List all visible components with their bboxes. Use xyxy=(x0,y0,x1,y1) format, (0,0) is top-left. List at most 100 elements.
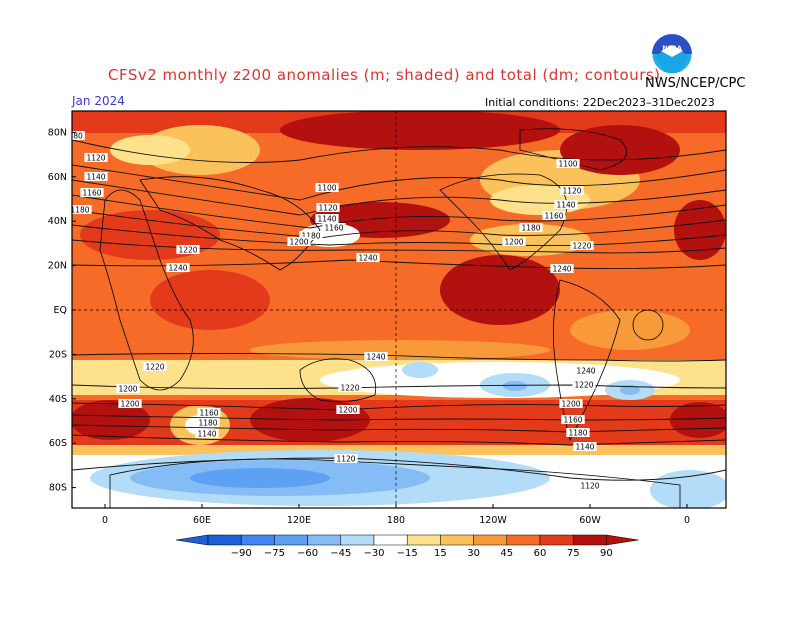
contour-1220-s xyxy=(72,384,726,390)
shade-ring-core-2 xyxy=(72,400,150,440)
contour-label-box-13 xyxy=(560,186,584,195)
contour-label-box-7 xyxy=(322,223,346,232)
contour-label-11: 1240 xyxy=(168,264,187,273)
latitude-labels: 80N 60N 40N 20N EQ 20S 40S 60S 80S xyxy=(48,127,76,494)
shade-blue-3-core xyxy=(620,385,640,395)
contour-label-box-33 xyxy=(566,428,590,437)
contour-label-22: 1220 xyxy=(145,363,164,372)
contour-label-33: 1180 xyxy=(568,429,587,438)
contour-label-box-39 xyxy=(561,415,585,424)
contour-label-37: 1200 xyxy=(338,406,357,415)
colorbar-swatch-1 xyxy=(240,534,275,546)
contour-label-31: 1200 xyxy=(561,400,580,409)
colorbar-tick-9: 60 xyxy=(534,548,547,559)
colorbar-tick-5: −15 xyxy=(397,548,418,559)
contour-label-39: 1160 xyxy=(563,416,582,425)
colorbar-tick-3: −45 xyxy=(330,548,351,559)
contour-label-box-22 xyxy=(143,362,167,371)
colorbar-tick-6: 15 xyxy=(434,548,447,559)
colorbar-high-arrow xyxy=(606,534,639,546)
shade-ring-core-3 xyxy=(670,402,726,438)
shade-arctic-core xyxy=(280,111,560,150)
lon-label-1: 60E xyxy=(193,515,211,526)
contour-1160 xyxy=(72,194,726,229)
contour-label-4: 1100 xyxy=(317,184,336,193)
contour-label-28: 1140 xyxy=(197,430,216,439)
contour-label-box-28 xyxy=(195,429,219,438)
shade-antarctic-blue-3 xyxy=(190,468,330,488)
contour-label-35: 1120 xyxy=(580,482,599,491)
contour-label-13: 1120 xyxy=(562,187,581,196)
contour-label-27: 1160 xyxy=(199,409,218,418)
colorbar-swatch-8 xyxy=(473,534,508,546)
contour-1200 xyxy=(72,224,726,247)
colorbar-swatch-9 xyxy=(506,534,541,546)
colorbar-swatch-2 xyxy=(274,534,308,546)
contour-1160-s xyxy=(72,424,726,433)
colorbar-swatch-3 xyxy=(307,534,342,546)
contour-label-1: 1140 xyxy=(86,173,105,182)
contour-label-6: 1140 xyxy=(317,215,336,224)
contour-label-box-2 xyxy=(80,188,104,197)
contour-label-box-15 xyxy=(542,211,566,220)
shade-antarctic-blue-4 xyxy=(650,470,726,508)
contour-1240-s xyxy=(72,353,726,362)
contour-1120-s xyxy=(72,457,726,481)
contour-label-24: 1220 xyxy=(340,384,359,393)
coast-australia xyxy=(299,358,377,403)
contour-1100 xyxy=(72,139,726,163)
colorbar-swatch-11 xyxy=(572,534,607,546)
shade-eatlantic xyxy=(674,200,726,260)
lat-label-6: 40S xyxy=(49,394,67,405)
contour-1140 xyxy=(72,179,726,216)
contour-label-29: 1120 xyxy=(336,455,355,464)
contour-label-box-11 xyxy=(166,263,190,272)
contour-label-8: 1180 xyxy=(301,232,320,241)
shade-usa xyxy=(470,224,590,256)
contour-label-box-35 xyxy=(578,481,602,490)
contour-label-18: 1220 xyxy=(572,242,591,251)
contour-label-20: 1240 xyxy=(358,254,377,263)
contour-label-0: 1120 xyxy=(86,154,105,163)
contour-label-21: 1240 xyxy=(366,353,385,362)
contour-label-32: 1180 xyxy=(198,419,217,428)
grid-lines xyxy=(72,111,726,508)
lat-label-7: 60S xyxy=(49,438,67,449)
contour-label-10: 1220 xyxy=(178,246,197,255)
contour-label-box-5 xyxy=(316,203,340,212)
shade-indian xyxy=(150,270,270,330)
lon-label-4: 120W xyxy=(479,515,507,526)
colorbar-swatch-10 xyxy=(539,534,574,546)
contour-label-box-25 xyxy=(118,399,142,408)
contour-label-3: 1180 xyxy=(70,206,89,215)
colorbar-swatch-0 xyxy=(207,534,242,546)
contour-label-box-19 xyxy=(550,264,574,273)
contour-label-box-34 xyxy=(573,442,597,451)
contour-label-34: 1140 xyxy=(575,443,594,452)
contour-label-box-31 xyxy=(559,399,583,408)
contour-label-box-37 xyxy=(336,405,360,414)
contour-label-7: 1160 xyxy=(324,224,343,233)
agency-label: NWS/NCEP/CPC xyxy=(645,76,746,91)
contour-label-box-12 xyxy=(556,159,580,168)
contour-label-box-6 xyxy=(315,214,339,223)
shade-spacific-edge xyxy=(250,340,550,360)
coast-northamerica xyxy=(439,173,568,271)
colorbar-swatch-5 xyxy=(373,534,408,546)
chart-title: CFSv2 monthly z200 anomalies (m; shaded)… xyxy=(108,66,661,84)
contour-1140-s xyxy=(72,434,726,446)
contour-1200-s xyxy=(72,402,726,411)
shade-epacific xyxy=(440,255,560,325)
contour-1180 xyxy=(72,209,726,239)
lat-label-3: 20N xyxy=(48,261,67,272)
contour-label-box-18 xyxy=(570,241,594,250)
colorbar-tick-4: −30 xyxy=(363,548,384,559)
colorbar-swatch-4 xyxy=(340,534,375,546)
contour-label-box-23 xyxy=(116,384,140,393)
contour-label-36: 1240 xyxy=(576,367,595,376)
contour-label-15: 1160 xyxy=(544,212,563,221)
coast-asia xyxy=(139,176,321,271)
contour-1180-s xyxy=(72,414,726,421)
contour-1120 xyxy=(72,164,726,201)
